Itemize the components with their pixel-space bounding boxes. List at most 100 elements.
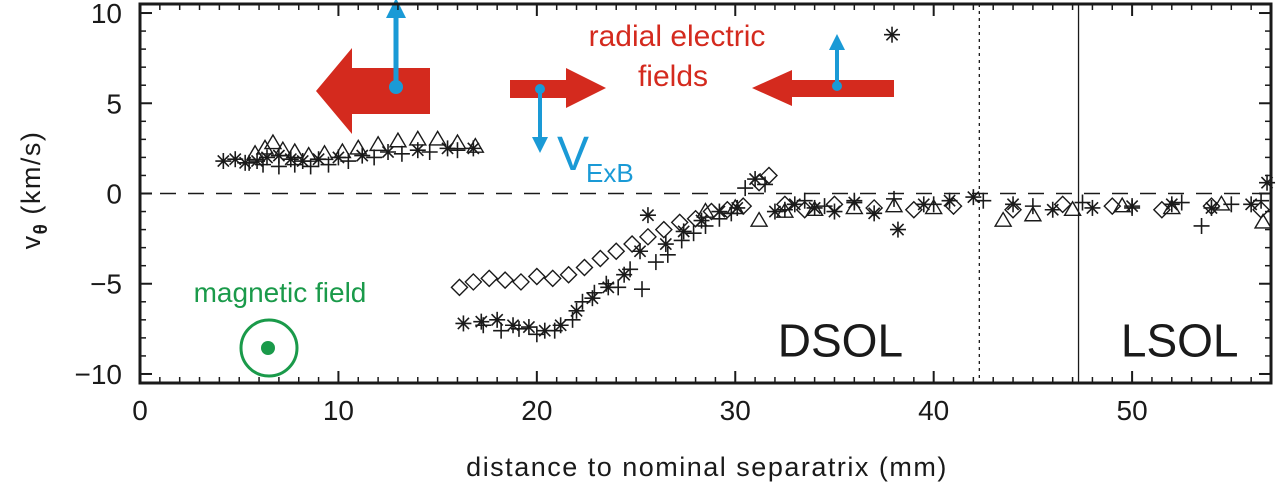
y-tick-label: −10 <box>75 359 123 390</box>
data-point-triangle <box>349 139 368 155</box>
data-point-triangle <box>726 198 745 215</box>
data-point-diamond <box>591 249 610 268</box>
data-point-diamond <box>1053 195 1072 214</box>
magnetic-field-label: magnetic field <box>194 277 367 308</box>
data-point-diamond <box>865 198 884 217</box>
data-point-plus <box>421 143 438 160</box>
data-point-asterisk <box>941 192 958 209</box>
efield-arrow-left-small-icon <box>752 70 894 106</box>
data-point-asterisk <box>354 147 371 164</box>
data-point-plus <box>393 145 410 162</box>
y-axis-label-subscript: θ <box>31 223 52 235</box>
data-point-plus <box>493 322 510 339</box>
data-point-diamond <box>511 272 530 291</box>
data-point-triangle <box>884 196 904 213</box>
x-tick-label: 20 <box>521 395 552 426</box>
data-point-asterisk <box>473 313 490 330</box>
radial-field-label-line2: fields <box>638 60 708 93</box>
data-point-plus <box>610 279 627 296</box>
data-point-plus <box>286 156 303 173</box>
data-point-triangle <box>696 202 715 218</box>
data-point-plus <box>685 225 702 242</box>
x-tick-label: 0 <box>132 395 148 426</box>
data-point-asterisk <box>1243 196 1260 213</box>
y-tick-label: 5 <box>106 88 122 119</box>
data-point-plus <box>270 158 287 175</box>
data-point-triangle <box>408 129 428 146</box>
data-point-triangle <box>1023 205 1043 222</box>
data-point-diamond <box>527 267 546 286</box>
data-point-diamond <box>760 166 778 185</box>
efield-arrow-right-icon <box>510 68 606 108</box>
vexb-dot-large <box>389 80 403 94</box>
x-tick-label: 50 <box>1117 395 1148 426</box>
data-point-triangle <box>388 131 408 148</box>
data-point-triangle <box>333 142 352 159</box>
x-axis-label: distance to nominal separatrix (mm) <box>466 452 948 482</box>
data-point-plus <box>673 232 690 249</box>
data-point-diamond <box>1004 200 1023 219</box>
data-point-plus <box>737 180 754 197</box>
x-tick-label: 30 <box>720 395 751 426</box>
vexb-dot-mid <box>535 84 545 94</box>
y-tick-label: −5 <box>90 269 122 300</box>
data-point-asterisk <box>520 319 537 336</box>
data-point-triangle <box>993 211 1013 227</box>
data-point-diamond <box>623 235 642 254</box>
data-point-plus <box>546 322 563 339</box>
data-point-plus <box>366 149 383 166</box>
data-point-plus <box>528 326 545 343</box>
x-tick-label: 40 <box>918 395 949 426</box>
y-axis-label: vθ (km/s) <box>16 131 52 250</box>
data-point-plus <box>975 192 992 209</box>
data-point-diamond <box>718 200 737 219</box>
data-point-plus <box>711 210 728 227</box>
vexb-label-main: V <box>557 128 589 181</box>
data-point-triangle <box>315 144 334 161</box>
data-point-asterisk <box>889 221 906 238</box>
data-point-diamond <box>559 265 578 284</box>
data-point-plus <box>564 311 581 328</box>
data-point-plus <box>241 154 258 171</box>
data-point-plus <box>816 198 833 215</box>
data-point-asterisk <box>455 315 472 332</box>
data-point-asterisk <box>884 26 901 43</box>
data-point-diamond <box>638 227 657 246</box>
data-point-plus <box>622 261 639 278</box>
data-point-diamond <box>795 200 814 219</box>
dsol-region-label: DSOL <box>778 315 903 367</box>
data-point-triangle <box>1063 200 1082 217</box>
data-point-asterisk <box>632 243 649 260</box>
vexb-arrows <box>386 0 845 153</box>
data-point-asterisk <box>1084 199 1101 216</box>
data-point-asterisk <box>866 205 883 222</box>
data-points <box>215 26 1276 343</box>
vexb-dot-small <box>832 81 842 91</box>
data-point-diamond <box>1103 197 1122 216</box>
data-point-triangle <box>285 142 304 159</box>
data-point-triangle <box>775 202 795 218</box>
data-point-asterisk <box>965 189 982 206</box>
data-point-triangle <box>299 146 318 162</box>
data-point-asterisk <box>639 207 656 224</box>
data-point-plus <box>598 275 615 292</box>
radial-field-label-line1: radial electric <box>589 20 766 53</box>
svg-text:vθ(km/s): vθ (km/s) <box>16 131 52 250</box>
data-point-diamond <box>825 195 844 214</box>
data-point-plus <box>659 246 676 263</box>
data-point-plus <box>1193 217 1210 234</box>
efield-arrow-left-large-icon <box>316 48 430 134</box>
data-point-asterisk <box>1005 196 1022 213</box>
x-tick-label: 10 <box>323 395 354 426</box>
data-point-plus <box>634 281 651 298</box>
data-point-diamond <box>464 272 483 291</box>
data-point-triangle <box>466 137 485 153</box>
data-point-asterisk <box>657 236 674 253</box>
data-point-diamond <box>670 213 689 232</box>
radial-electric-field-arrows <box>316 48 894 134</box>
y-tick-label: 10 <box>91 0 122 29</box>
data-point-triangle <box>245 144 265 161</box>
data-point-plus <box>1124 199 1141 216</box>
data-point-plus <box>697 217 714 234</box>
